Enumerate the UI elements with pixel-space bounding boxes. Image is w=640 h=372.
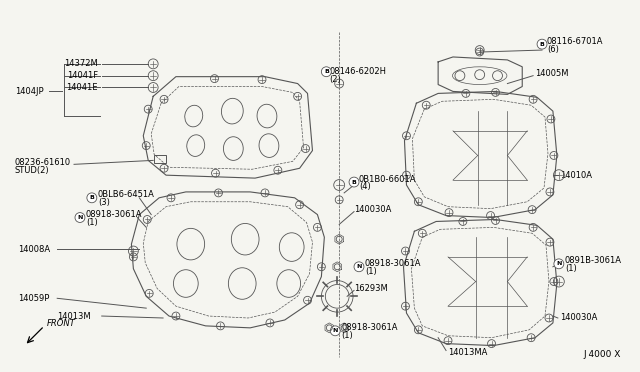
Text: (4): (4) <box>359 183 371 192</box>
Text: 08918-3061A: 08918-3061A <box>365 259 421 268</box>
Text: B: B <box>351 180 356 185</box>
Text: 0BLB6-6451A: 0BLB6-6451A <box>98 190 155 199</box>
Text: (1): (1) <box>564 264 577 273</box>
Text: (1): (1) <box>365 267 377 276</box>
Text: 08236-61610: 08236-61610 <box>15 158 71 167</box>
Text: N: N <box>77 215 83 220</box>
Circle shape <box>75 212 85 222</box>
Text: N: N <box>556 261 561 266</box>
Text: (2): (2) <box>330 75 341 84</box>
Circle shape <box>87 193 97 203</box>
Text: 16293M: 16293M <box>354 284 388 293</box>
Text: B: B <box>324 69 329 74</box>
Text: (1): (1) <box>341 331 353 340</box>
Text: 08146-6202H: 08146-6202H <box>330 67 387 76</box>
Circle shape <box>554 259 564 269</box>
Circle shape <box>354 262 364 272</box>
Text: 08918-3061A: 08918-3061A <box>86 210 142 219</box>
Text: 14372M: 14372M <box>64 60 98 68</box>
Circle shape <box>349 177 359 187</box>
Bar <box>154 155 166 163</box>
Text: J 4000 X: J 4000 X <box>584 350 621 359</box>
Text: 14013MA: 14013MA <box>448 348 488 357</box>
Text: 14005M: 14005M <box>535 69 568 78</box>
Text: N: N <box>333 328 338 333</box>
Text: STUD(2): STUD(2) <box>15 166 49 175</box>
Text: 14008A: 14008A <box>18 244 50 254</box>
Text: 140030A: 140030A <box>560 314 597 323</box>
Text: N: N <box>356 264 362 269</box>
Text: 14041E: 14041E <box>67 83 98 92</box>
Text: FRONT: FRONT <box>46 319 75 328</box>
Text: 1404JP: 1404JP <box>15 87 44 96</box>
Text: 0B1B0-6601A: 0B1B0-6601A <box>359 174 417 184</box>
Text: (3): (3) <box>98 198 109 207</box>
Text: (1): (1) <box>86 218 98 227</box>
Circle shape <box>537 39 547 49</box>
Text: 14013M: 14013M <box>57 311 91 321</box>
Text: B: B <box>90 195 94 200</box>
Text: 14010A: 14010A <box>560 171 592 180</box>
Text: B: B <box>540 42 545 46</box>
Circle shape <box>330 326 340 336</box>
Text: 140030A: 140030A <box>354 205 392 214</box>
Circle shape <box>321 67 332 77</box>
Text: 08918-3061A: 08918-3061A <box>341 323 397 332</box>
Text: 08116-6701A: 08116-6701A <box>547 37 604 46</box>
Text: 14059P: 14059P <box>18 294 49 303</box>
Text: 0891B-3061A: 0891B-3061A <box>564 256 622 265</box>
Text: 14041F: 14041F <box>67 71 98 80</box>
Text: (6): (6) <box>547 45 559 54</box>
